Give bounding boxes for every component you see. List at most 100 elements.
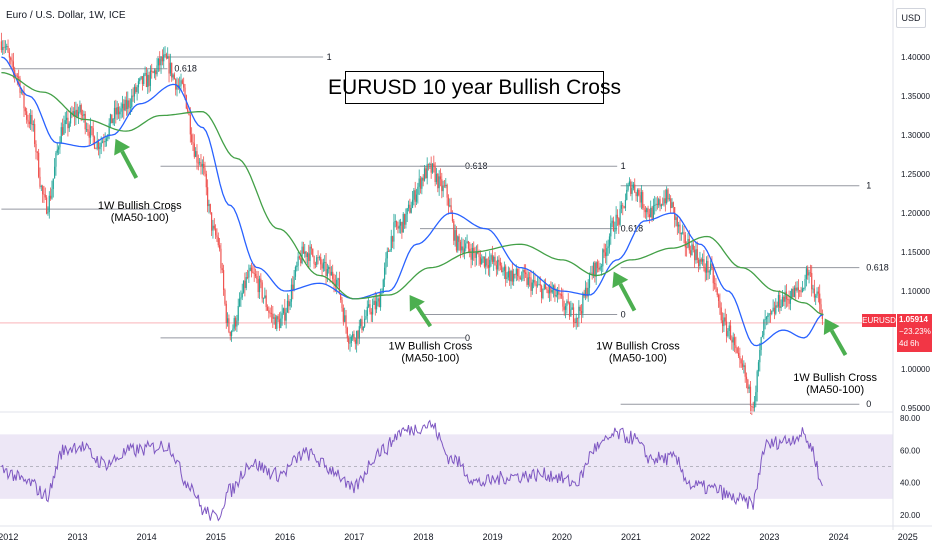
candle-body-518 xyxy=(690,250,692,256)
candle-body-405 xyxy=(539,284,541,286)
candle-body-597 xyxy=(795,287,797,291)
candle-body-487 xyxy=(648,214,650,218)
candle-body-447 xyxy=(595,262,597,277)
candle-body-282 xyxy=(376,301,378,310)
candle-body-183 xyxy=(244,280,246,288)
candle-body-23 xyxy=(31,114,33,126)
candle-body-538 xyxy=(716,288,718,295)
candle-body-368 xyxy=(490,255,492,260)
currency-label[interactable]: USD xyxy=(896,8,926,28)
candle-body-203 xyxy=(270,313,273,315)
candle-body-210 xyxy=(280,318,282,329)
candle-body-439 xyxy=(584,287,587,297)
candle-body-269 xyxy=(358,326,360,339)
candle-body-413 xyxy=(550,285,552,293)
candle-body-188 xyxy=(250,267,253,272)
candle-body-520 xyxy=(692,244,694,250)
candle-body-360 xyxy=(479,257,481,265)
candle-body-575 xyxy=(765,317,768,320)
candle-body-202 xyxy=(269,312,271,314)
candle-body-540 xyxy=(719,300,721,308)
x-tick-10: 2022 xyxy=(690,532,710,542)
candle-body-37 xyxy=(50,195,52,199)
candle-body-198 xyxy=(264,295,266,298)
candle-body-420 xyxy=(559,293,561,295)
arrow-shaft-3 xyxy=(829,329,848,357)
candle-body-533 xyxy=(709,263,712,272)
ma50-line xyxy=(1,56,824,347)
candle-body-311 xyxy=(414,190,416,202)
candle-body-77 xyxy=(103,141,105,143)
candle-body-278 xyxy=(370,311,372,315)
candle-body-478 xyxy=(636,190,639,197)
candle-body-241 xyxy=(321,264,323,269)
candle-body-103 xyxy=(137,81,140,88)
candle-body-138 xyxy=(184,87,186,96)
candle-body-228 xyxy=(304,251,306,254)
candle-body-559 xyxy=(744,365,746,377)
candle-body-419 xyxy=(558,290,560,294)
candle-body-218 xyxy=(290,284,293,302)
annotation-1-line-1: (MA50-100) xyxy=(401,353,459,365)
candle-body-524 xyxy=(698,259,700,267)
candle-body-57 xyxy=(76,109,78,117)
candle-body-12 xyxy=(16,75,18,77)
candle-body-235 xyxy=(313,256,315,264)
candle-body-59 xyxy=(79,104,81,112)
candle-body-50 xyxy=(67,117,69,129)
arrow-shaft-1 xyxy=(415,305,433,328)
candle-body-615 xyxy=(819,293,821,305)
candle-body-73 xyxy=(97,140,100,150)
candle-body-515 xyxy=(686,247,688,249)
candle-body-382 xyxy=(509,271,511,282)
candle-body-367 xyxy=(489,259,491,268)
candle-body-380 xyxy=(506,277,508,280)
candle-body-155 xyxy=(207,187,209,207)
candle-body-41 xyxy=(55,152,57,167)
candle-body-341 xyxy=(454,230,456,241)
candle-body-52 xyxy=(69,112,72,124)
candle-body-98 xyxy=(131,95,133,108)
candle-body-35 xyxy=(47,212,49,214)
candle-body-346 xyxy=(461,246,463,251)
candle-body-290 xyxy=(386,251,388,259)
candle-body-157 xyxy=(209,204,211,213)
candle-body-444 xyxy=(591,272,593,276)
candle-body-185 xyxy=(246,277,249,278)
candle-body-279 xyxy=(372,304,374,315)
candle-body-102 xyxy=(136,87,138,93)
candle-body-255 xyxy=(340,293,342,300)
candle-body-61 xyxy=(81,114,84,116)
candle-body-509 xyxy=(678,224,680,227)
y-tick-5: 1.15000 xyxy=(901,248,930,257)
candle-body-222 xyxy=(296,265,298,268)
candle-body-344 xyxy=(458,236,460,242)
candle-body-83 xyxy=(111,114,113,124)
candle-body-38 xyxy=(51,188,53,199)
candle-body-156 xyxy=(208,204,210,207)
candle-body-233 xyxy=(310,246,313,249)
candle-body-385 xyxy=(513,273,515,282)
candle-body-557 xyxy=(741,363,744,367)
candle-body-79 xyxy=(105,138,108,141)
candle-body-109 xyxy=(145,72,148,87)
candle-body-3 xyxy=(4,46,6,48)
candle-body-214 xyxy=(285,312,287,321)
candle-body-570 xyxy=(759,349,761,363)
candle-body-387 xyxy=(515,268,517,275)
candle-body-401 xyxy=(534,280,536,285)
candle-body-526 xyxy=(700,259,702,262)
candle-body-328 xyxy=(437,173,439,189)
candle-body-412 xyxy=(548,285,551,294)
candle-body-408 xyxy=(543,284,545,289)
candle-body-309 xyxy=(411,199,414,208)
candle-body-556 xyxy=(740,359,742,364)
candle-body-71 xyxy=(95,148,97,150)
candle-body-0 xyxy=(0,41,2,50)
candle-body-236 xyxy=(314,263,317,265)
candle-body-5 xyxy=(7,46,9,53)
candle-body-80 xyxy=(107,134,109,139)
candle-body-21 xyxy=(28,121,30,125)
candle-body-20 xyxy=(27,119,29,122)
